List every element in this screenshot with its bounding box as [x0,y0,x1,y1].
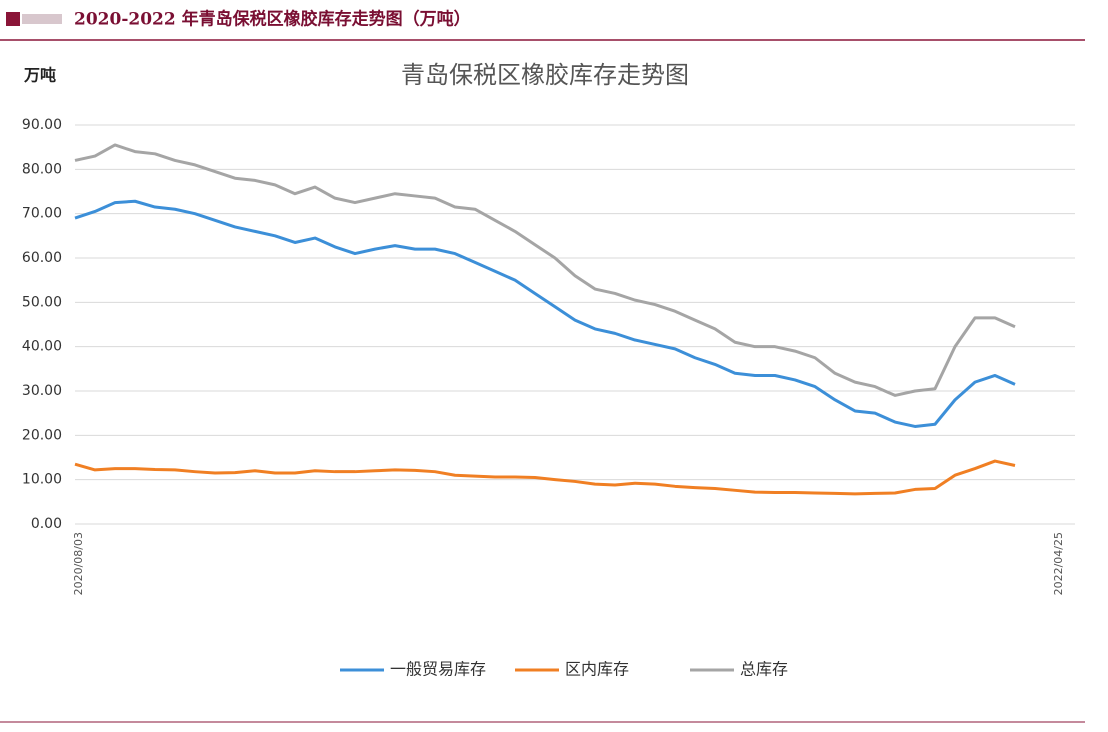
y-tick-label: 30.00 [22,383,62,399]
series-line [74,199,1016,428]
x-tick-label: 2020/08/03 [72,532,85,595]
legend-label: 总库存 [740,660,788,679]
header-icon [6,12,20,26]
y-tick-label: 70.00 [22,206,62,222]
y-tick-label: 0.00 [31,516,62,532]
y-unit: 万吨 [23,66,56,85]
y-tick-label: 20.00 [22,427,62,443]
chart-title: 青岛保税区橡胶库存走势图 [401,61,689,89]
y-tick-label: 10.00 [22,472,62,488]
header-icon-bar [22,14,62,24]
y-tick-label: 40.00 [22,339,62,355]
series-line [74,459,1016,496]
x-tick-label: 2022/04/25 [1052,532,1065,595]
y-tick-label: 50.00 [22,294,62,310]
y-tick-label: 80.00 [22,161,62,177]
header-title: 2020-2022 年青岛保税区橡胶库存走势图（万吨） [74,9,471,30]
y-tick-label: 60.00 [22,250,62,266]
legend-label: 一般贸易库存 [390,660,486,679]
legend-label: 区内库存 [565,660,629,679]
series-line [74,143,1016,397]
y-tick-label: 90.00 [22,117,62,133]
